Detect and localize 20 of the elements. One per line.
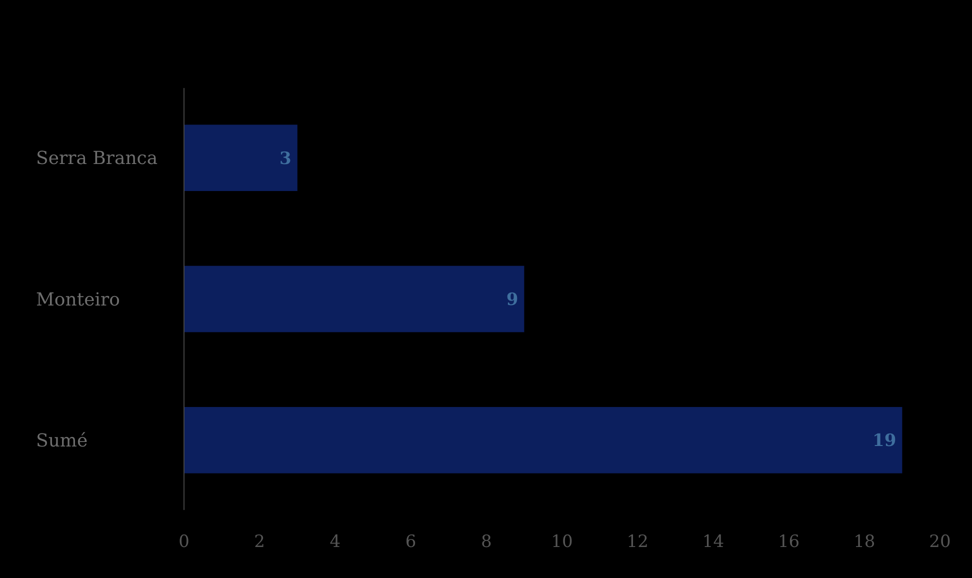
- y-tick-label: Serra Branca: [36, 148, 158, 170]
- y-tick-label: Monteiro: [36, 289, 120, 310]
- x-tick-label: 2: [254, 532, 266, 552]
- x-tick-label: 16: [778, 532, 800, 552]
- data-label: 3: [280, 148, 292, 169]
- x-tick-label: 20: [929, 532, 951, 552]
- x-tick-label: 0: [178, 532, 190, 552]
- x-tick-label: 14: [702, 532, 724, 552]
- bar: [184, 124, 298, 192]
- x-tick-label: 8: [480, 532, 492, 552]
- x-tick-label: 6: [405, 532, 416, 552]
- x-tick-label: 10: [551, 532, 573, 552]
- bar: [184, 266, 524, 332]
- x-tick-label: 18: [854, 532, 876, 552]
- x-tick-label: 12: [626, 532, 648, 552]
- y-tick-label: Sumé: [36, 430, 88, 452]
- bar: [184, 406, 902, 474]
- x-tick-label: 4: [330, 532, 341, 552]
- data-label: 9: [506, 290, 518, 310]
- data-label: 19: [872, 431, 896, 452]
